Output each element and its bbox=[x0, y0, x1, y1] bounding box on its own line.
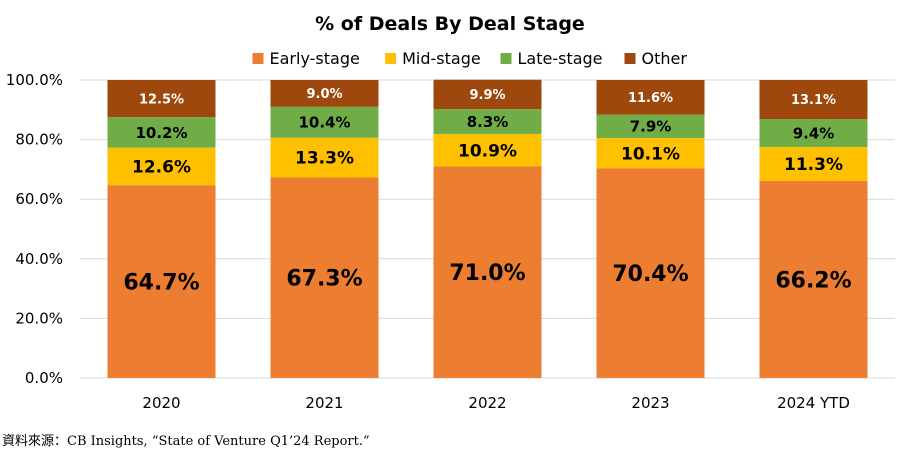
data-label: 10.2% bbox=[135, 124, 187, 142]
bar-mid-stage bbox=[596, 138, 705, 169]
y-tick-label: 100.0% bbox=[6, 71, 63, 89]
y-tick-label: 0.0% bbox=[25, 369, 63, 387]
y-tick-label: 80.0% bbox=[15, 131, 63, 149]
bar-early-stage bbox=[596, 168, 705, 378]
data-label: 12.6% bbox=[132, 158, 191, 178]
bar-other bbox=[596, 80, 705, 115]
bar-late-stage bbox=[433, 109, 542, 134]
data-label: 7.9% bbox=[630, 118, 672, 136]
legend-swatch bbox=[500, 53, 512, 64]
legend-label: Late-stage bbox=[518, 49, 603, 68]
bar-other bbox=[433, 79, 542, 110]
legend: Early-stage Mid-stage Late-stage Other bbox=[252, 49, 688, 68]
data-label: 10.1% bbox=[621, 144, 680, 164]
chart-title: % of Deals By Deal Stage bbox=[315, 13, 585, 35]
x-tick-label: 2021 bbox=[305, 394, 343, 412]
legend-swatch bbox=[385, 53, 397, 64]
y-tick-label: 20.0% bbox=[15, 309, 63, 327]
y-tick-label: 40.0% bbox=[15, 250, 63, 268]
bar-other bbox=[107, 80, 216, 118]
data-labels: 64.7% 12.6% 10.2% 12.5% 67.3% 13.3% 10.4% 9.0% 7… bbox=[123, 87, 851, 295]
source-note: 資料來源：CB Insights, “State of Venture Q1’2… bbox=[2, 434, 370, 449]
bar-mid-stage bbox=[759, 147, 868, 181]
data-label: 11.3% bbox=[784, 155, 843, 175]
bar-early-stage bbox=[107, 185, 216, 378]
legend-swatch bbox=[252, 53, 264, 64]
data-label: 9.4% bbox=[793, 124, 835, 142]
bar-mid-stage bbox=[270, 137, 379, 178]
x-tick-label: 2023 bbox=[631, 394, 669, 412]
bar-late-stage bbox=[759, 119, 868, 148]
data-label: 71.0% bbox=[449, 261, 525, 286]
legend-label: Other bbox=[642, 49, 688, 68]
data-label: 13.1% bbox=[791, 93, 836, 108]
x-tick-label: 2024 YTD bbox=[777, 394, 850, 412]
bar-late-stage bbox=[107, 117, 216, 148]
data-label: 10.9% bbox=[458, 141, 517, 161]
x-tick-label: 2022 bbox=[468, 394, 506, 412]
axes: 0.0% 20.0% 40.0% 60.0% 80.0% 100.0% 2020 2021 20… bbox=[6, 71, 850, 412]
data-label: 10.4% bbox=[298, 114, 350, 132]
bar-early-stage bbox=[270, 177, 379, 378]
bar-early-stage bbox=[759, 180, 868, 378]
data-label: 66.2% bbox=[775, 268, 851, 293]
bar-other bbox=[759, 80, 868, 120]
legend-swatch bbox=[624, 53, 636, 64]
data-label: 12.5% bbox=[139, 92, 184, 107]
bar-mid-stage bbox=[433, 133, 542, 167]
data-label: 64.7% bbox=[123, 271, 199, 296]
data-label: 11.6% bbox=[628, 91, 673, 106]
data-label: 9.9% bbox=[469, 88, 505, 103]
bars bbox=[107, 79, 868, 378]
data-label: 9.0% bbox=[306, 87, 342, 102]
legend-label: Mid-stage bbox=[402, 49, 481, 68]
data-label: 8.3% bbox=[467, 113, 509, 131]
bar-early-stage bbox=[433, 166, 542, 378]
bar-other bbox=[270, 80, 379, 107]
bar-late-stage bbox=[270, 106, 379, 138]
data-label: 13.3% bbox=[295, 149, 354, 169]
bar-mid-stage bbox=[107, 147, 216, 186]
y-tick-label: 60.0% bbox=[15, 190, 63, 208]
data-label: 67.3% bbox=[286, 267, 362, 292]
data-label: 70.4% bbox=[612, 262, 688, 287]
legend-label: Early-stage bbox=[270, 49, 360, 68]
x-tick-label: 2020 bbox=[142, 394, 180, 412]
bar-late-stage bbox=[596, 114, 705, 139]
